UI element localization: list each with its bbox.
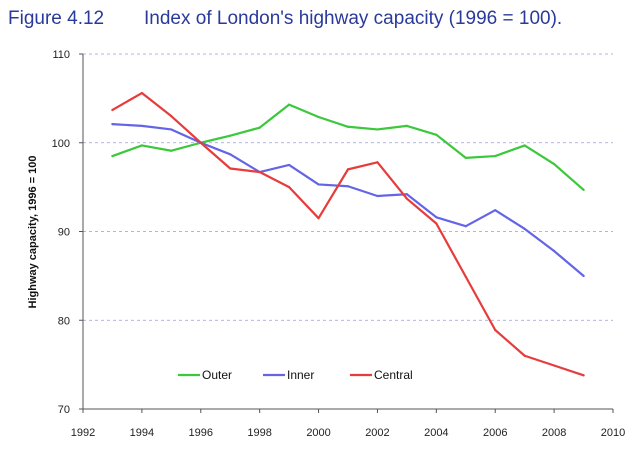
data-point-inner-1997 xyxy=(229,153,232,156)
data-point-outer-1997 xyxy=(229,134,232,137)
data-point-central-1996 xyxy=(199,141,202,144)
data-point-inner-1994 xyxy=(140,124,143,127)
legend-label-inner: Inner xyxy=(287,368,314,382)
data-point-outer-1998 xyxy=(258,126,261,129)
y-axis-label: Highway capacity, 1996 = 100 xyxy=(27,156,39,309)
data-point-central-1994 xyxy=(140,91,143,95)
data-point-central-1998 xyxy=(258,170,261,174)
data-point-central-1999 xyxy=(288,186,291,189)
data-point-outer-1993 xyxy=(111,154,114,158)
data-point-inner-2008 xyxy=(553,249,556,253)
data-point-outer-2007 xyxy=(523,144,526,147)
data-point-outer-2003 xyxy=(405,124,408,127)
x-tick-label-1998: 1998 xyxy=(247,427,271,439)
x-tick-label-2008: 2008 xyxy=(542,427,566,439)
data-point-central-1995 xyxy=(170,115,173,118)
data-point-outer-2004 xyxy=(435,133,438,136)
grid xyxy=(83,53,613,321)
data-point-outer-2001 xyxy=(346,125,350,128)
axes: 70 80 90 100 110 1992 1994 1996 1998 2000 2002 2004… xyxy=(52,49,626,439)
data-point-outer-2005 xyxy=(464,156,467,159)
data-point-central-2006 xyxy=(494,328,497,332)
x-tick-label-1994: 1994 xyxy=(130,427,154,439)
series-lines xyxy=(111,91,585,377)
data-point-outer-1999 xyxy=(288,103,291,106)
data-point-outer-1995 xyxy=(170,149,173,152)
data-point-inner-2000 xyxy=(317,183,320,186)
figure-header: Figure 4.12 Index of London's highway cap… xyxy=(8,6,562,36)
x-tick-label-2004: 2004 xyxy=(424,427,448,439)
data-point-inner-2007 xyxy=(523,227,526,230)
data-point-inner-2004 xyxy=(435,216,438,219)
data-point-central-2005 xyxy=(464,275,467,278)
data-point-central-2008 xyxy=(553,364,556,367)
x-tick-label-1996: 1996 xyxy=(189,427,213,439)
data-point-central-1993 xyxy=(111,108,114,112)
x-tick-label-1992: 1992 xyxy=(71,427,95,439)
data-point-inner-1999 xyxy=(288,163,291,167)
data-point-inner-2005 xyxy=(464,225,467,228)
data-point-outer-2009 xyxy=(582,188,585,191)
data-point-outer-2002 xyxy=(376,128,379,131)
data-point-outer-1994 xyxy=(140,144,143,147)
data-point-inner-2003 xyxy=(405,193,408,196)
data-point-inner-1993 xyxy=(111,123,114,126)
data-point-outer-2000 xyxy=(317,115,320,119)
legend-label-central: Central xyxy=(374,368,413,382)
y-tick-label-90: 90 xyxy=(58,227,70,239)
legend: Outer Inner Central xyxy=(178,368,413,382)
data-point-inner-2009 xyxy=(582,274,585,277)
figure-title: Index of London's highway capacity (1996… xyxy=(144,8,563,29)
y-tick-label-70: 70 xyxy=(58,404,70,416)
series-line-outer xyxy=(111,103,585,191)
data-point-outer-2006 xyxy=(494,154,497,158)
data-point-central-2003 xyxy=(405,197,408,200)
figure-number: Figure 4.12 xyxy=(8,8,105,29)
data-point-inner-2001 xyxy=(346,185,350,188)
data-point-central-2009 xyxy=(582,374,585,377)
data-point-central-2001 xyxy=(346,168,350,171)
y-tick-label-110: 110 xyxy=(52,49,70,61)
data-point-inner-1995 xyxy=(170,128,173,131)
y-tick-label-100: 100 xyxy=(52,138,70,150)
x-tick-label-2010: 2010 xyxy=(601,427,625,439)
data-point-inner-2002 xyxy=(376,194,379,198)
x-tick-label-2006: 2006 xyxy=(483,427,507,439)
y-tick-label-80: 80 xyxy=(58,315,70,327)
data-point-central-2007 xyxy=(523,354,526,357)
data-point-outer-2008 xyxy=(553,162,556,166)
data-point-central-2000 xyxy=(317,217,320,220)
data-point-central-2002 xyxy=(376,161,379,164)
legend-label-outer: Outer xyxy=(202,368,232,382)
data-point-central-2004 xyxy=(435,222,438,225)
x-tick-label-2002: 2002 xyxy=(365,427,389,439)
x-tick-label-2000: 2000 xyxy=(306,427,330,439)
data-point-central-1997 xyxy=(229,167,232,170)
data-point-inner-2006 xyxy=(494,209,497,212)
